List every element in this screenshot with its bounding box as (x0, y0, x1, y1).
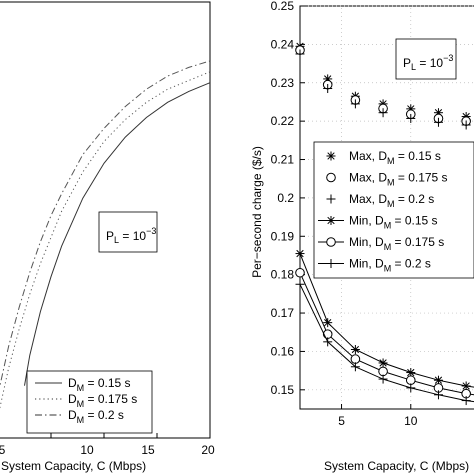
right-series-5-point-4 (406, 383, 416, 393)
right-annotation-base: P (403, 56, 411, 70)
left-annotation-sup: −3 (146, 226, 156, 236)
right-y-tick-label-7: 0.18 (271, 268, 295, 282)
right-series-2-point-3 (378, 108, 388, 118)
right-y-axis-label: Per−second charge ($/s) (250, 146, 264, 278)
left-x-tick-15: 15 (141, 443, 155, 457)
right-series-3-point-6 (461, 381, 471, 391)
right-y-tick-label-0: 0.25 (271, 0, 295, 13)
right-series-2-point-4 (406, 113, 416, 123)
right-annotation: PL = 10−3 (395, 38, 457, 80)
right-series-3-point-2 (350, 345, 360, 355)
right-legend-marker-4 (326, 237, 336, 247)
right-series-2-point-2 (350, 99, 360, 109)
right-plot: 0.25 0.24 0.23 0.22 0.21 0.2 0.19 0.18 0.17 0.16 0… (250, 0, 474, 473)
left-x-tick-partial: 5 (0, 443, 6, 457)
right-y-tick-label-3: 0.22 (271, 114, 295, 128)
left-legend-label-0: DM = 0.15 s (68, 376, 131, 393)
right-series-5-point-3 (378, 374, 388, 384)
right-y-tick-label-4: 0.21 (271, 153, 295, 167)
left-x-tick-20: 20 (201, 443, 215, 457)
right-annotation-sub: L (411, 62, 416, 72)
left-annotation-sub: L (114, 235, 119, 245)
right-series-5-point-6 (461, 396, 471, 406)
right-y-tick-label-8: 0.17 (271, 306, 295, 320)
left-annotation: PL = 10−3 (98, 211, 158, 253)
right-series-2-point-5 (433, 117, 443, 127)
right-series-5-point-1 (323, 337, 333, 347)
left-legend-label-1: DM = 0.175 s (68, 392, 137, 409)
right-x-tick-label-1: 10 (404, 414, 418, 428)
right-y-tick-label-10: 0.15 (271, 383, 295, 397)
right-legend-label-3: Min, DM = 0.15 s (349, 214, 438, 231)
right-series-5-point-5 (433, 390, 443, 400)
left-annotation-base: P (106, 229, 114, 243)
right-annotation-eq: = 10 (416, 56, 443, 70)
left-legend-label-2: DM = 0.2 s (68, 408, 124, 425)
right-series-4-point-1 (322, 329, 333, 339)
right-series-4-point-2 (350, 354, 361, 364)
left-series-line-0 (24, 82, 211, 386)
right-y-tick-label-2: 0.23 (271, 76, 295, 90)
right-legend-label-5: Min, DM = 0.2 s (349, 257, 431, 274)
right-legend-marker-5 (326, 259, 336, 268)
right-series-3-point-5 (433, 375, 443, 385)
left-series (0, 60, 211, 410)
right-annotation-sup: −3 (443, 53, 453, 63)
right-y-ticks: 0.25 0.24 0.23 0.22 0.21 0.2 0.19 0.18 0.17 0.16 0… (271, 0, 295, 397)
right-series-4-point-4 (405, 375, 416, 386)
right-series-2-point-6 (461, 120, 471, 130)
right-x-axis-label: System Capacity, C (Mbps) (324, 459, 469, 473)
right-legend-marker-1 (326, 172, 336, 183)
right-y-tick-label-6: 0.19 (271, 229, 295, 243)
right-legend-label-0: Max, DM = 0.15 s (349, 149, 441, 166)
right-y-tick-label-5: 0.2 (277, 191, 294, 205)
left-legend: DM = 0.15 sDM = 0.175 sDM = 0.2 s (26, 370, 153, 434)
left-series-line-2 (0, 60, 211, 388)
right-grid (300, 5, 474, 409)
right-legend-label-4: Min, DM = 0.175 s (349, 235, 444, 252)
right-series-3-point-0 (295, 249, 305, 259)
left-plot: 5 10 15 20 System Capacity, C (Mbps) PL … (0, 1, 215, 473)
right-series-3-point-1 (323, 318, 333, 328)
right-series-3-point-3 (378, 358, 388, 368)
right-legend-marker-2 (326, 194, 336, 204)
left-x-axis-label: System Capacity, C (Mbps) (1, 459, 146, 473)
right-legend-marker-3 (326, 216, 336, 225)
right-series-3-point-4 (406, 368, 416, 378)
right-legend-label-2: Max, DM = 0.2 s (349, 192, 434, 209)
right-series-2-point-1 (323, 84, 333, 94)
right-legend-label-1: Max, DM = 0.175 s (349, 171, 448, 188)
right-series-2-point-0 (295, 49, 305, 59)
left-grid (50, 433, 158, 438)
right-legend-marker-0 (326, 151, 336, 161)
right-series-5-point-0 (295, 279, 305, 289)
right-series-4-point-0 (295, 267, 305, 278)
right-series-line-5 (299, 284, 474, 403)
right-plot-frame (299, 5, 474, 410)
svg-text:PL = 10−3: PL = 10−3 (403, 53, 453, 72)
svg-text:PL = 10−3: PL = 10−3 (106, 226, 156, 245)
right-y-tick-label-1: 0.24 (271, 37, 295, 51)
left-annotation-eq: = 10 (119, 229, 146, 243)
right-x-tick-label-0: 5 (338, 414, 345, 428)
left-x-tick-10: 10 (80, 443, 94, 457)
right-legend: Max, DM = 0.15 s Max, DM = 0.175 s Max, DM… (313, 141, 474, 279)
right-series-4-point-3 (378, 366, 388, 377)
right-series-5-point-2 (350, 362, 360, 372)
right-y-tick-label-9: 0.16 (271, 344, 295, 358)
right-series (295, 41, 474, 406)
right-series-line-3 (299, 253, 474, 388)
